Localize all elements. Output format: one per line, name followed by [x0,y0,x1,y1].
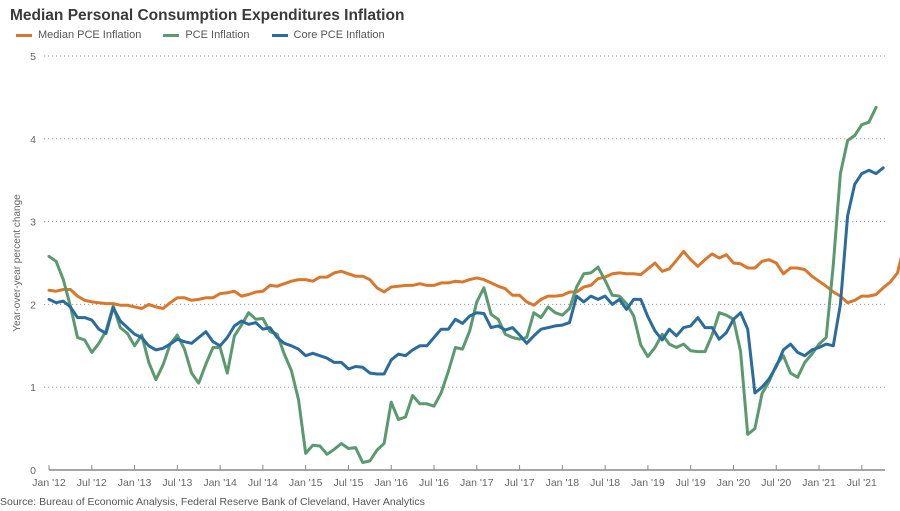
x-tick-label: Jan '15 [289,477,323,489]
legend-swatch-core-pce [271,33,288,37]
legend-item-pce: PCE Inflation [163,29,250,41]
x-tick-label: Jul '21 [847,477,877,489]
x-tick-label: Jul '18 [590,477,620,489]
x-axis: Jan '12 Jul '12 Jan '13 Jul '13 Jan '14 Jul '… [32,465,885,489]
legend: Median PCE Inflation PCE Inflation Core … [16,29,385,41]
legend-label: PCE Inflation [185,29,250,41]
series-line-core-pce-inflation [47,166,885,395]
x-tick-label: Jan '21 [802,477,836,489]
x-tick-label: Jan '16 [374,477,408,489]
legend-item-median-pce: Median PCE Inflation [16,29,141,41]
gridlines [44,55,885,388]
chart-title: Median Personal Consumption Expenditures… [10,7,405,24]
y-tick-label: 3 [30,217,36,229]
y-tick-label: 4 [30,134,36,146]
legend-swatch-pce [163,33,180,37]
x-tick-label: Jul '13 [162,477,192,489]
y-axis-label: Year-over-year percent change [12,194,23,332]
legend-label: Core PCE Inflation [293,29,385,41]
legend-item-core-pce: Core PCE Inflation [271,29,385,41]
x-tick-label: Jan '19 [631,477,665,489]
x-tick-label: Jul '15 [333,477,363,489]
legend-swatch-median-pce [16,33,32,37]
series-line-median-pce-inflation [47,249,900,310]
x-tick-label: Jul '19 [676,477,706,489]
x-tick-label: Jan '17 [460,477,494,489]
y-tick-label: 2 [30,299,36,311]
series-lines [47,105,900,464]
x-tick-label: Jul '12 [77,477,107,489]
series-line-pce-inflation [47,105,878,464]
x-tick-label: Jan '13 [118,477,152,489]
x-tick-label: Jan '14 [203,477,237,489]
y-tick-label: 1 [30,382,36,394]
x-tick-label: Jan '18 [546,477,580,489]
x-tick-label: Jan '20 [717,477,751,489]
x-tick-label: Jul '20 [761,477,791,489]
source-note: Source: Bureau of Economic Analysis, Fed… [0,496,425,508]
x-tick-label: Jul '14 [248,477,278,489]
x-tick-label: Jan '12 [32,477,66,489]
x-tick-label: Jul '16 [419,477,449,489]
y-tick-label: 0 [30,465,36,477]
x-tick-label: Jul '17 [505,477,535,489]
y-tick-label: 5 [30,51,36,63]
y-axis-ticks: 0 1 2 3 4 5 [30,51,36,477]
legend-label: Median PCE Inflation [38,29,142,41]
